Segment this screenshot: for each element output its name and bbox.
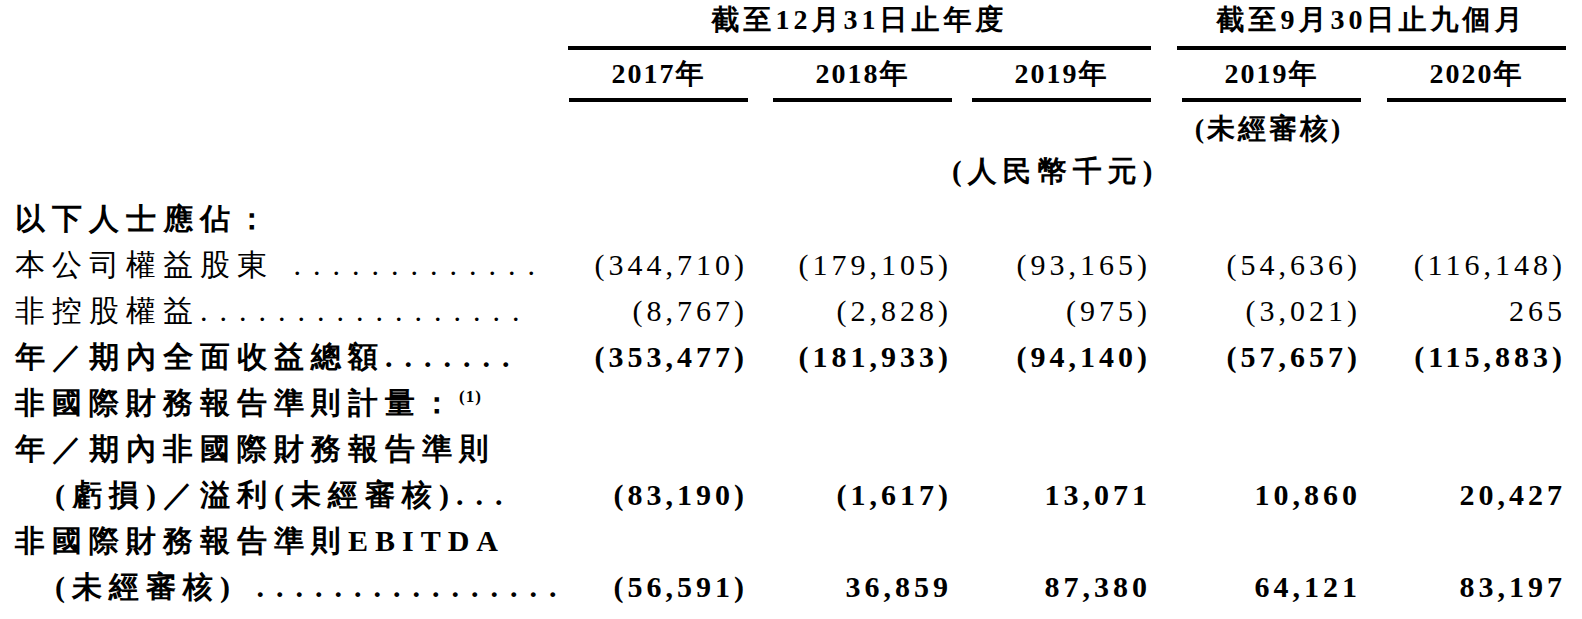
year-header-cell: 2017年 [560,55,748,102]
row-label-cell: 年／期內非國際財務報告準則 [0,429,560,470]
year-header-row: 2017年 2018年 2019年 2019年 2020年 [0,50,1582,102]
table-row: 年／期內非國際財務報告準則 [0,426,1582,472]
row-label: 非控股權益 [15,294,200,327]
value-cell-2018: (179,105) [748,248,952,282]
value-cell-2020: 265 [1361,294,1566,328]
row-label-cell: 非國際財務報告準則計量：(1) [0,383,560,424]
column-group-header-row: 截至12月31日止年度 截至9月30日止九個月 [0,0,1582,50]
table-row: 年／期內全面收益總額....... (353,477) (181,933) (9… [0,334,1582,380]
value-cell-2019-9m: (57,657) [1151,340,1361,374]
row-label-cell: (未經審核) ................ [0,567,560,608]
value-cell-2020: 20,427 [1361,478,1566,512]
currency-note: (人民幣千元) [952,152,1158,196]
year-header-cell: 2020年 [1361,55,1566,102]
row-label: 非國際財務報告準則EBITDA [15,524,505,557]
value-cell-2018: 36,859 [748,570,952,604]
year-header-2017: 2017年 [569,55,748,102]
dot-leader: ....... [385,340,522,373]
value-cell-2019-9m: 10,860 [1151,478,1361,512]
value-cell-2017: (344,710) [560,248,748,282]
table-body: 以下人士應佔： 本公司權益股東 ............. (344,710) … [0,196,1582,610]
table-row: 以下人士應佔： [0,196,1582,242]
value-cell-2020: 83,197 [1361,570,1566,604]
financial-summary-table: 截至12月31日止年度 截至9月30日止九個月 2017年 2018年 2019… [0,0,1582,619]
column-group-year-ended-dec31: 截至12月31日止年度 [568,1,1151,50]
year-header-cell: 2019年 [1151,55,1361,102]
value-cell-2020: (115,883) [1361,340,1566,374]
value-cell-2017: (56,591) [560,570,748,604]
column-group-nine-months-sep30: 截至9月30日止九個月 [1177,1,1566,50]
row-label-cell: 非國際財務報告準則EBITDA [0,521,560,562]
value-cell-2017: (353,477) [560,340,748,374]
dot-leader: ... [456,478,515,511]
unaudited-note: (未經審核) [1177,102,1361,148]
value-cell-2019-9m: (54,636) [1151,248,1361,282]
row-label-cell: 非控股權益................. [0,291,560,332]
year-header-2020: 2020年 [1387,55,1566,102]
unaudited-note-cell: (未經審核) [1151,102,1361,148]
table-row: 非控股權益................. (8,767) (2,828) (… [0,288,1582,334]
dot-leader: ............. [274,248,547,281]
year-header-cell: 2018年 [748,55,952,102]
value-cell-2018: (1,617) [748,478,952,512]
value-cell-2018: (2,828) [748,294,952,328]
row-label: (未經審核) [55,570,237,603]
year-header-2019: 2019年 [972,55,1151,102]
row-label-cell: 以下人士應佔： [0,199,560,240]
year-header-2018: 2018年 [773,55,952,102]
value-cell-2019: (94,140) [952,340,1151,374]
table-row: 本公司權益股東 ............. (344,710) (179,105… [0,242,1582,288]
year-header-2019-9m: 2019年 [1182,55,1361,102]
table-row: 非國際財務報告準則計量：(1) [0,380,1582,426]
row-label: 年／期內非國際財務報告準則 [15,432,496,465]
currency-note-row: (人民幣千元) [0,142,1582,196]
table-row: (虧損)／溢利(未經審核)... (83,190) (1,617) 13,071… [0,472,1582,518]
row-label: 以下人士應佔： [15,202,274,235]
value-cell-2019: (93,165) [952,248,1151,282]
column-group-title: 截至12月31日止年度 [712,4,1008,35]
value-cell-2019-9m: (3,021) [1151,294,1361,328]
value-cell-2017: (83,190) [560,478,748,512]
table-row: (未經審核) ................ (56,591) 36,859 … [0,564,1582,610]
value-cell-2018: (181,933) [748,340,952,374]
column-group-title: 截至9月30日止九個月 [1217,4,1527,35]
value-cell-2019: 13,071 [952,478,1151,512]
value-cell-2019-9m: 64,121 [1151,570,1361,604]
row-label: (虧損)／溢利(未經審核) [55,478,456,511]
row-label-cell: 年／期內全面收益總額....... [0,337,560,378]
currency-note-cell: (人民幣千元) [952,152,1158,196]
value-cell-2019: (975) [952,294,1151,328]
value-cell-2020: (116,148) [1361,248,1566,282]
dot-leader: ................. [200,294,532,327]
row-label-cell: 本公司權益股東 ............. [0,245,560,286]
dot-leader: ................ [237,570,560,603]
footnote-ref: (1) [459,387,482,406]
value-cell-2019: 87,380 [952,570,1151,604]
row-label: 本公司權益股東 [15,248,274,281]
year-header-cell: 2019年 [952,55,1151,102]
row-label: 非國際財務報告準則計量： [15,386,459,419]
table-row: 非國際財務報告準則EBITDA [0,518,1582,564]
row-label: 年／期內全面收益總額 [15,340,385,373]
row-label-cell: (虧損)／溢利(未經審核)... [0,475,560,516]
value-cell-2017: (8,767) [560,294,748,328]
unaudited-note-row: (未經審核) [0,102,1582,142]
